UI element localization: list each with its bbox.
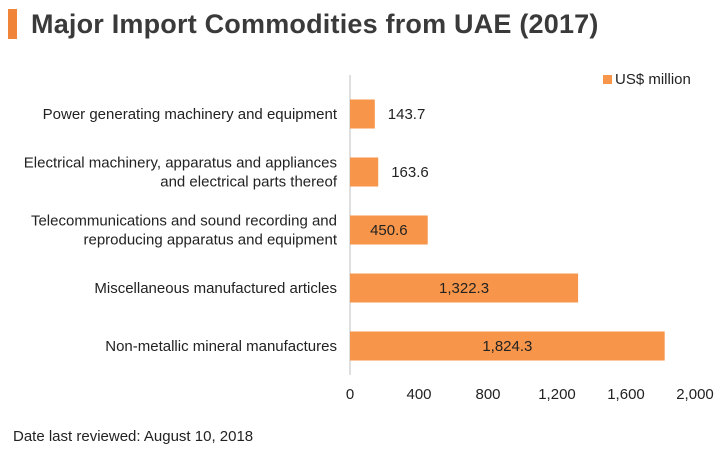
category-label: Non-metallic mineral manufactures: [105, 338, 337, 355]
data-label: 1,824.3: [482, 338, 532, 355]
x-tick-label: 0: [346, 386, 354, 403]
x-tick-label: 2,000: [676, 386, 714, 403]
chart-title-block: Major Import Commodities from UAE (2017): [8, 7, 599, 41]
date-reviewed-note: Date last reviewed: August 10, 2018: [13, 428, 254, 445]
chart-title: Major Import Commodities from UAE (2017): [31, 8, 599, 39]
bar: [350, 273, 579, 303]
bar: [350, 99, 375, 129]
bar: [350, 215, 428, 245]
legend-swatch: [603, 75, 612, 84]
data-label: 163.6: [391, 164, 429, 181]
category-label: Electrical machinery, apparatus and appl…: [24, 155, 337, 172]
x-tick-label: 400: [406, 386, 431, 403]
data-label: 450.6: [370, 222, 408, 239]
category-label: Power generating machinery and equipment: [43, 106, 338, 123]
data-label: 143.7: [388, 106, 426, 123]
bar: [350, 331, 665, 361]
x-tick-label: 1,200: [538, 386, 576, 403]
category-label: reproducing apparatus and equipment: [83, 232, 337, 249]
title-accent-bar: [8, 9, 17, 39]
category-label: and electrical parts thereof: [160, 174, 338, 191]
x-tick-label: 800: [475, 386, 500, 403]
bar: [350, 157, 379, 187]
legend-label: US$ million: [615, 71, 691, 88]
category-label: Miscellaneous manufactured articles: [94, 280, 337, 297]
x-tick-label: 1,600: [607, 386, 645, 403]
data-label: 1,322.3: [439, 280, 489, 297]
category-label: Telecommunications and sound recording a…: [31, 213, 337, 230]
